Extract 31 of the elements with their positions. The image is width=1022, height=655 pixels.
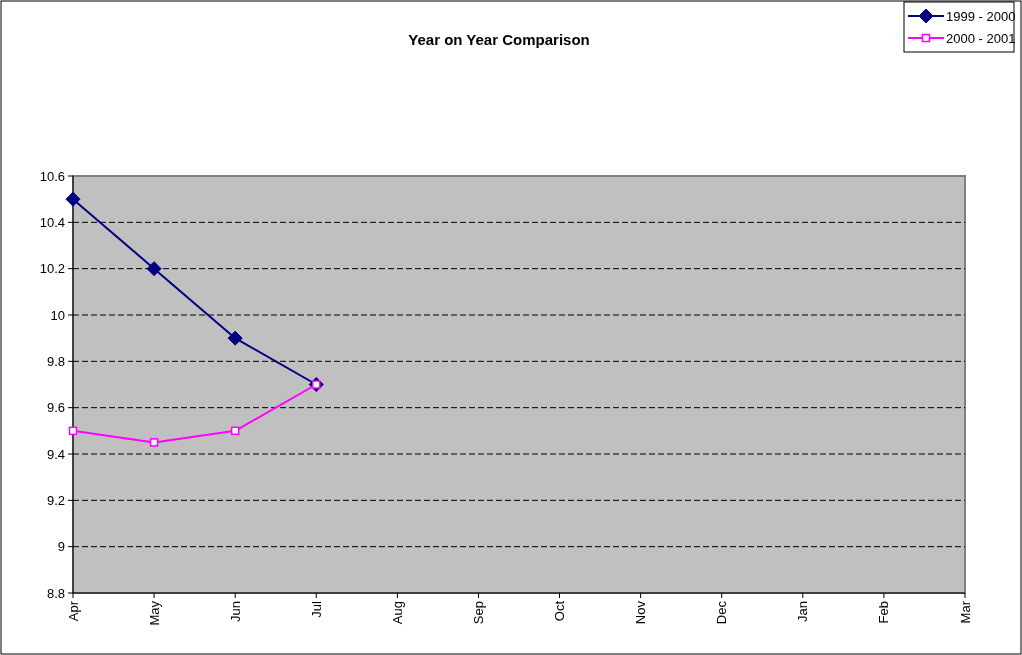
y-tick-label: 10.4: [39, 214, 65, 230]
x-tick-label: Mar: [957, 600, 973, 624]
y-tick-label: 10: [50, 307, 65, 323]
y-tick-label: 10.2: [39, 261, 65, 277]
x-tick-label: Apr: [65, 600, 81, 622]
point: [227, 330, 243, 346]
point: [149, 438, 159, 447]
y-tick-label: 9.6: [46, 400, 65, 416]
x-tick-label: Dec: [714, 600, 730, 625]
point: [230, 426, 240, 436]
x-tick-label: Aug: [389, 601, 405, 625]
legend-label: 2000 - 2001: [946, 30, 1016, 46]
x-tick-label: Oct: [552, 600, 568, 622]
y-tick-label: 9.4: [46, 446, 65, 462]
y-tick-label: 9.8: [46, 353, 65, 369]
point: [68, 426, 78, 436]
x-tick-label: Jul: [308, 600, 324, 618]
x-tick-label: Feb: [876, 601, 892, 624]
chart-title: Year on Year Comparison: [408, 31, 590, 48]
y-tick-label: 8.8: [46, 585, 65, 601]
legend-label: 1999 - 2000: [946, 8, 1016, 24]
x-tick-label: May: [146, 600, 162, 626]
x-tick-label: Nov: [633, 600, 649, 625]
y-tick-label: 10.6: [39, 168, 65, 184]
x-tick-label: Sep: [471, 601, 486, 625]
point: [146, 261, 162, 277]
y-tick-label: 9.2: [46, 492, 65, 508]
point: [65, 191, 81, 207]
x-tick-label: Jun: [227, 601, 243, 622]
y-tick-label: 9: [57, 539, 65, 555]
x-tick-label: Jan: [795, 601, 811, 622]
